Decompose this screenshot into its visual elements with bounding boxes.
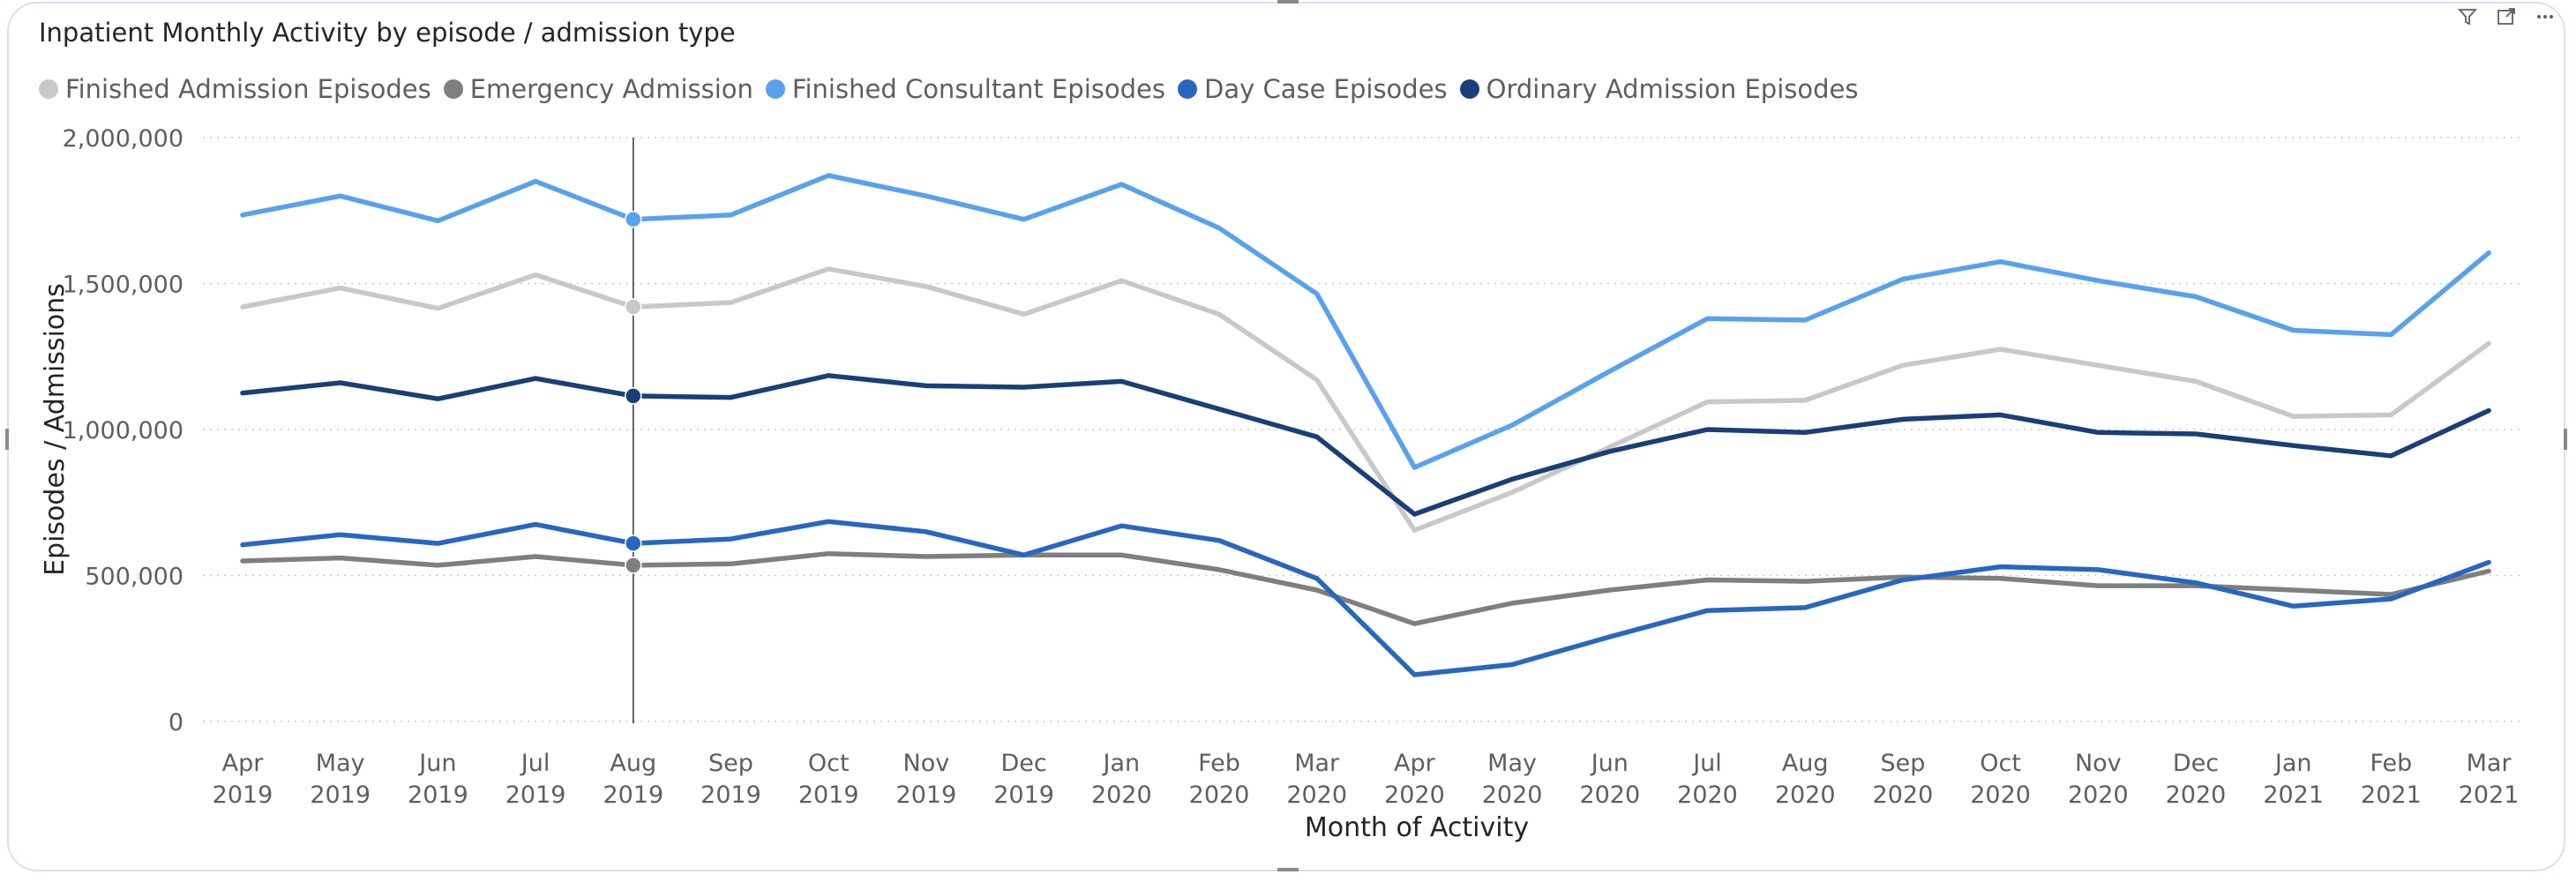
x-tick-label: 2019 [408,781,468,809]
x-tick-label: 2021 [2263,781,2324,809]
x-tick-label: Oct [808,750,850,777]
x-tick-label: 2020 [2068,781,2129,809]
legend-item-finished-consultant-episodes[interactable]: Finished Consultant Episodes [765,74,1165,104]
legend-marker [39,79,58,99]
x-tick-label: 2020 [1970,781,2031,809]
legend-item-day-case-episodes[interactable]: Day Case Episodes [1177,74,1448,104]
x-tick-label: 2019 [310,781,371,809]
x-tick-label: 2020 [1189,781,1250,809]
resize-handle-left[interactable] [5,429,9,450]
x-tick-label: May [1487,750,1537,777]
x-tick-label: 2020 [1579,781,1640,809]
series-line-finished-admission-episodes [240,266,2491,533]
resize-handle-bottom[interactable] [1277,868,1299,871]
legend-marker [765,79,785,99]
x-tick-label: 2020 [1873,781,1934,809]
series-line-ordinary-admission-episodes [240,373,2491,517]
x-tick-label: Sep [1880,750,1925,777]
x-tick-label: 2019 [505,781,566,809]
x-tick-label: 2021 [2361,781,2422,809]
data-point-day-case-episodes [625,534,642,552]
legend-label: Finished Admission Episodes [65,74,431,104]
x-tick-label: Feb [1198,750,1240,777]
x-tick-label: Mar [1294,750,1340,777]
x-tick-label: Sep [708,750,753,777]
x-tick-label: 2019 [896,781,957,809]
x-tick-label: 2019 [213,781,273,809]
legend-label: Emergency Admission [469,74,753,104]
x-tick-label: 2019 [603,781,663,809]
legend-marker [443,79,463,99]
x-tick-label: Dec [1000,750,1046,777]
x-tick-label: 2019 [993,781,1054,809]
x-tick-label: Aug [1782,750,1829,777]
x-tick-label: Mar [2467,750,2512,777]
series-line-finished-consultant-episodes [240,173,2491,470]
x-tick-label: Jan [1101,750,1140,777]
x-tick-label: May [316,750,365,777]
x-tick-label: 2021 [2459,781,2520,809]
data-point-finished-admission-episodes [625,298,642,316]
y-tick-label: 2,000,000 [63,125,183,153]
legend-item-ordinary-admission-episodes[interactable]: Ordinary Admission Episodes [1459,74,1859,104]
data-point-ordinary-admission-episodes [625,387,642,405]
x-tick-label: 2020 [1091,781,1152,809]
legend-label: Finished Consultant Episodes [791,74,1165,104]
y-tick-label: 1,500,000 [63,272,183,299]
x-tick-label: 2020 [1677,781,1738,809]
x-tick-label: Nov [2075,750,2122,777]
x-tick-label: Jul [520,750,550,777]
x-tick-label: 2020 [1286,781,1347,809]
x-tick-label: Jun [1590,750,1629,777]
x-tick-label: Oct [1980,750,2021,777]
x-tick-label: Jun [417,750,456,777]
x-tick-label: 2019 [700,781,761,809]
y-axis-title: Episodes / Admissions [40,283,71,576]
resize-handle-top[interactable] [1277,0,1299,4]
legend-label: Day Case Episodes [1203,74,1448,104]
y-tick-label: 0 [168,709,183,736]
data-point-finished-consultant-episodes [625,210,642,228]
legend-label: Ordinary Admission Episodes [1486,74,1859,104]
x-tick-label: Aug [610,750,656,777]
x-tick-label: 2020 [1384,781,1445,809]
more-options-icon[interactable] [2534,5,2557,28]
series-line-emergency-admission [240,550,2491,626]
x-tick-label: Dec [2173,750,2219,777]
x-tick-label: Jul [1691,750,1722,777]
x-tick-label: Feb [2370,750,2412,777]
legend-marker [1459,79,1479,99]
visual-card [7,2,2565,871]
legend-item-finished-admission-episodes[interactable]: Finished Admission Episodes [39,74,431,104]
x-tick-label: Nov [903,750,950,777]
x-tick-label: 2020 [2166,781,2227,809]
chart-title: Inpatient Monthly Activity by episode / … [39,18,736,48]
resize-handle-right[interactable] [2564,429,2567,450]
series-line-day-case-episodes [240,519,2491,677]
chart-legend: Finished Admission Episodes Emergency Ad… [39,74,1870,104]
visual-header-icons [2456,5,2557,28]
x-tick-label: 2019 [798,781,859,809]
x-tick-label: Jan [2273,750,2312,777]
data-point-emergency-admission [625,557,642,574]
focus-mode-icon[interactable] [2495,5,2518,28]
x-tick-label: 2020 [1482,781,1543,809]
legend-item-emergency-admission[interactable]: Emergency Admission [443,74,753,104]
legend-marker [1177,79,1197,99]
x-tick-label: Apr [222,750,265,777]
filter-icon[interactable] [2456,5,2479,28]
y-tick-label: 500,000 [85,564,183,591]
x-axis-title: Month of Activity [1305,812,1529,843]
y-tick-label: 1,000,000 [63,417,183,445]
x-tick-label: Apr [1394,750,1436,777]
x-tick-label: 2020 [1775,781,1836,809]
